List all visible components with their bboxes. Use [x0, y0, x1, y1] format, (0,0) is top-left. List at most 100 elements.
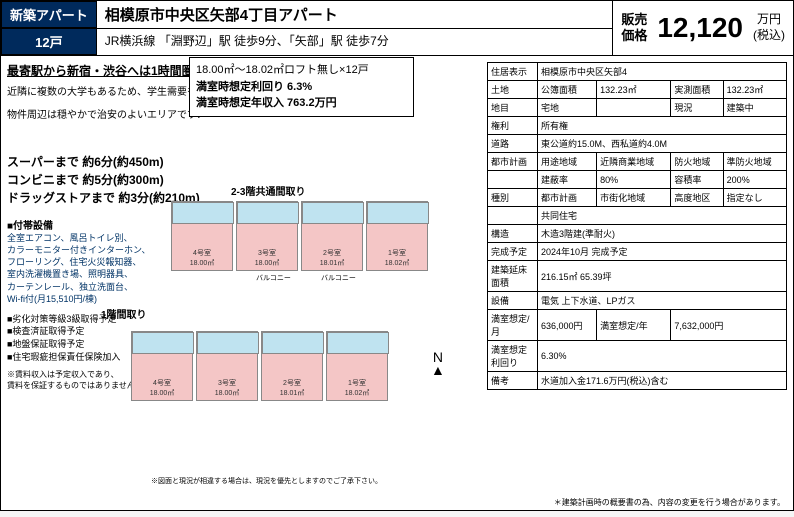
spec-value: 6.30% [538, 341, 787, 372]
room-2-upper: 2号室 18.01㎡ [301, 201, 363, 271]
spec-label: 権利 [488, 117, 538, 135]
badge-units: 12戸 [1, 28, 97, 55]
room-4-upper-label: 4号室 18.00㎡ [172, 248, 232, 268]
balcony-1: バルコニー [256, 273, 291, 283]
spec-row: 道路東公道約15.0M、西私道約4.0M [488, 135, 787, 153]
summary-box: 18.00㎡～18.02㎡ロフト無し×12戸 満室時想定利回り 6.3% 満室時… [189, 57, 414, 117]
price-value: 12,120 [647, 12, 753, 44]
spec-value: 電気 上下水道、LPガス [538, 292, 787, 310]
floorplan-note: ※図面と現況が相違する場合は、現況を優先としますのでご了承下さい。 [151, 476, 382, 486]
spec-value: 現況 [671, 99, 723, 117]
room-3-upper: 3号室 18.00㎡ [236, 201, 298, 271]
spec-value: 満室想定/年 [597, 310, 671, 341]
badge-type: 新築アパート [1, 1, 97, 28]
summary-3: 満室時想定年収入 763.2万円 [196, 95, 407, 112]
price-unit-bot: (税込) [753, 28, 785, 44]
spec-value: 共同住宅 [538, 207, 787, 225]
room-4-upper-wet [172, 202, 234, 224]
room-2-lower-label: 2号室 18.01㎡ [262, 378, 322, 398]
property-access: JR横浜線 「淵野辺」駅 徒歩9分、「矢部」駅 徒歩7分 [97, 29, 613, 52]
spec-label: 都市計画 [488, 153, 538, 171]
spec-row: 設備電気 上下水道、LPガス [488, 292, 787, 310]
price-column: 販売 価格 12,120 万円 (税込) [612, 1, 793, 55]
summary-2: 満室時想定利回り 6.3% [196, 79, 407, 96]
room-4-lower-label: 4号室 18.00㎡ [132, 378, 192, 398]
spec-label [488, 171, 538, 189]
room-1-lower-wet [327, 332, 389, 354]
spec-row: 建築延床面積216.15㎡ 65.39坪 [488, 261, 787, 292]
spec-row: 満室想定利回り6.30% [488, 341, 787, 372]
spec-label: 道路 [488, 135, 538, 153]
nearby-block: スーパーまで 約6分(約450m) コンビニまで 約5分(約300m) ドラッグ… [7, 153, 481, 207]
price-unit-top: 万円 [753, 12, 785, 28]
spec-row: 土地公簿面積132.23㎡実測面積132.23㎡ [488, 81, 787, 99]
spec-label: 土地 [488, 81, 538, 99]
title-column: 相模原市中央区矢部4丁目アパート JR横浜線 「淵野辺」駅 徒歩9分、「矢部」駅… [97, 1, 613, 55]
nearby-1: スーパーまで 約6分(約450m) [7, 153, 481, 171]
spec-value: 容積率 [671, 171, 723, 189]
spec-value: 所有権 [538, 117, 787, 135]
equipment-body: 全室エアコン、風呂トイレ別、 カラーモニター付きインターホン、 フローリング、住… [7, 232, 157, 305]
spec-value: 市街化地域 [597, 189, 671, 207]
spec-value: 東公道約15.0M、西私道約4.0M [538, 135, 787, 153]
spec-value: 200% [723, 171, 786, 189]
spec-value: 7,632,000円 [671, 310, 787, 341]
spec-row: 備考水道加入金171.6万円(税込)含む [488, 372, 787, 390]
room-3-upper-wet [237, 202, 299, 224]
spec-row: 構造木造3階建(準耐火) [488, 225, 787, 243]
price-label: 販売 価格 [621, 12, 647, 43]
room-2-lower-wet [262, 332, 324, 354]
spec-value: 建築中 [723, 99, 786, 117]
room-1-upper: 1号室 18.02㎡ [366, 201, 428, 271]
room-3-lower-wet [197, 332, 259, 354]
summary-1: 18.00㎡～18.02㎡ロフト無し×12戸 [196, 62, 407, 79]
spec-value: 用途地域 [538, 153, 597, 171]
room-3-lower-label: 3号室 18.00㎡ [197, 378, 257, 398]
spec-row: 完成予定2024年10月 完成予定 [488, 243, 787, 261]
spec-value: 建蔽率 [538, 171, 597, 189]
spec-value: 近隣商業地域 [597, 153, 671, 171]
spec-value: 132.23㎡ [597, 81, 671, 99]
spec-label: 住居表示 [488, 63, 538, 81]
spec-value: 実測面積 [671, 81, 723, 99]
spec-value: 80% [597, 171, 671, 189]
compass-icon: N ▲ [431, 351, 445, 376]
room-3-lower: 3号室 18.00㎡ [196, 331, 258, 401]
room-4-lower: 4号室 18.00㎡ [131, 331, 193, 401]
plan-label-1f: 1階間取り [101, 306, 147, 321]
spec-value: 2024年10月 完成予定 [538, 243, 787, 261]
spec-table: 住居表示相模原市中央区矢部4土地公簿面積132.23㎡実測面積132.23㎡地目… [487, 62, 787, 390]
badge-column: 新築アパート 12戸 [1, 1, 97, 55]
spec-value: 指定なし [723, 189, 786, 207]
spec-value [597, 99, 671, 117]
spec-value: 木造3階建(準耐火) [538, 225, 787, 243]
spec-row: 権利所有権 [488, 117, 787, 135]
spec-row: 種別都市計画市街化地域高度地区指定なし [488, 189, 787, 207]
spec-value: 216.15㎡ 65.39坪 [538, 261, 787, 292]
room-1-upper-label: 1号室 18.02㎡ [367, 248, 427, 268]
room-1-upper-wet [367, 202, 429, 224]
room-1-lower-label: 1号室 18.02㎡ [327, 378, 387, 398]
spec-value: 準防火地域 [723, 153, 786, 171]
room-3-upper-label: 3号室 18.00㎡ [237, 248, 297, 268]
room-4-lower-wet [132, 332, 194, 354]
listing-sheet: 新築アパート 12戸 相模原市中央区矢部4丁目アパート JR横浜線 「淵野辺」駅… [0, 0, 794, 511]
balcony-2: バルコニー [321, 273, 356, 283]
spec-row: 住居表示相模原市中央区矢部4 [488, 63, 787, 81]
header: 新築アパート 12戸 相模原市中央区矢部4丁目アパート JR横浜線 「淵野辺」駅… [1, 1, 793, 56]
spec-row: 都市計画用途地域近隣商業地域防火地域準防火地域 [488, 153, 787, 171]
spec-value: 宅地 [538, 99, 597, 117]
price-unit: 万円 (税込) [753, 12, 785, 43]
room-2-upper-label: 2号室 18.01㎡ [302, 248, 362, 268]
spec-value: 相模原市中央区矢部4 [538, 63, 787, 81]
spec-row: 共同住宅 [488, 207, 787, 225]
room-2-upper-wet [302, 202, 364, 224]
spec-value: 132.23㎡ [723, 81, 786, 99]
spec-row: 満室想定/月636,000円満室想定/年7,632,000円 [488, 310, 787, 341]
spec-value: 都市計画 [538, 189, 597, 207]
spec-row: 地目宅地 現況建築中 [488, 99, 787, 117]
spec-label: 地目 [488, 99, 538, 117]
room-1-lower: 1号室 18.02㎡ [326, 331, 388, 401]
disclaimer: ＊建築計画時の概要書の為、内容の変更を行う場合があります。 [554, 497, 785, 508]
room-4-upper: 4号室 18.00㎡ [171, 201, 233, 271]
